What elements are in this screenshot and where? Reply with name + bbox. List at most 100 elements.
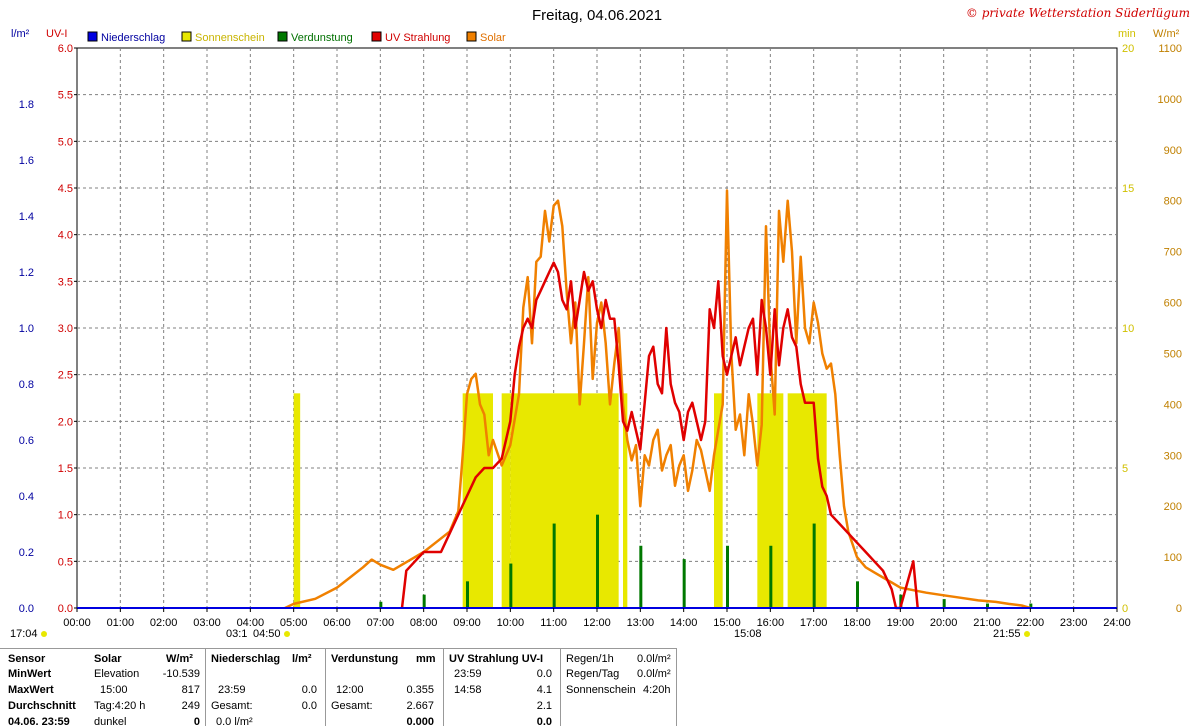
x-tick-label: 09:00 [453, 617, 481, 629]
x-tick-label: 21:00 [973, 617, 1001, 629]
uv-cell: 14:58 [454, 684, 482, 696]
verdunstung-spike [986, 603, 989, 608]
x-tick-label: 05:00 [280, 617, 308, 629]
solar-header: Solar [94, 653, 122, 665]
sunshine-block [714, 393, 723, 608]
verdunstung-spike [639, 545, 643, 608]
left-outer-tick-label: 0.6 [19, 435, 34, 447]
sunshine-block [510, 393, 619, 608]
bottom-mark: 17:04 [10, 628, 38, 640]
copyright-text: © private Wetterstation Süderlügum [966, 6, 1190, 20]
solar-cell: Elevation [94, 668, 140, 680]
legend-label: UV Strahlung [385, 32, 450, 44]
x-tick-label: 02:00 [150, 617, 178, 629]
right-outer-tick-label: 1000 [1158, 94, 1182, 106]
right-inner-tick-label: 10 [1122, 323, 1134, 335]
left-inner-tick-label: 5.0 [58, 136, 73, 148]
verdunstung-spike [769, 545, 773, 608]
right-inner-tick-label: 20 [1122, 43, 1134, 55]
left-inner-tick-label: 1.5 [58, 463, 73, 475]
right-outer-tick-label: 600 [1164, 298, 1182, 310]
bottom-mark: 15:08 [734, 628, 762, 640]
right-outer-tick-label: 1100 [1158, 43, 1182, 55]
verdunstung-value: 0.000 [406, 716, 434, 728]
legend-swatch [87, 31, 98, 42]
x-tick-label: 20:00 [930, 617, 958, 629]
x-tick-label: 11:00 [540, 617, 567, 629]
table-divider [676, 648, 677, 726]
legend-label: Verdunstung [291, 32, 353, 44]
legend-label: Solar [480, 32, 506, 44]
verdunstung-spike [552, 523, 556, 608]
regen-label: Regen/1h [566, 653, 614, 665]
verdunstung-spike [596, 514, 599, 608]
x-tick-label: 00:00 [63, 617, 91, 629]
regen-label: Regen/Tag [566, 668, 620, 680]
verdunstung-spike [812, 523, 816, 608]
regen-value: 0.0l/m² [637, 653, 671, 665]
table-top-border [0, 648, 676, 649]
verdunstung-spike [682, 559, 686, 608]
sensor-header: Sensor [8, 653, 46, 665]
verdunstung-cell: Gesamt: [331, 700, 373, 712]
x-tick-label: 15:00 [713, 617, 741, 629]
uv-value: 0.0 [536, 716, 552, 728]
solar-value: 817 [181, 684, 200, 696]
left-outer-tick-label: 0.0 [19, 603, 34, 615]
x-tick-label: 06:00 [323, 617, 351, 629]
solar-cell: 15:00 [100, 684, 128, 696]
sunshine-block [462, 393, 493, 608]
sunshine-bars [293, 393, 827, 608]
right-inner-tick-label: 15 [1122, 183, 1134, 195]
niederschlag-cell: Gesamt: [211, 700, 253, 712]
uv-value: 2.1 [536, 700, 552, 712]
x-tick-label: 08:00 [410, 617, 438, 629]
row-label-avg: Durchschnitt [8, 700, 76, 712]
axes [74, 47, 1118, 612]
niederschlag-cell: 23:59 [218, 684, 246, 696]
verdunstung-spike [422, 594, 426, 608]
left-inner-tick-label: 4.5 [58, 183, 73, 195]
x-tick-label: 04:00 [237, 617, 265, 629]
verdunstung-spike [466, 581, 469, 608]
right-inner-axis-label: min [1118, 28, 1136, 40]
x-tick-label: 03:00 [193, 617, 221, 629]
verdunstung-spike [899, 594, 903, 608]
right-outer-tick-label: 100 [1164, 552, 1182, 564]
x-tick-label: 01:00 [107, 617, 135, 629]
table-divider [560, 648, 561, 726]
verdunstung-unit: mm [416, 653, 436, 665]
table-divider [205, 648, 206, 726]
left-outer-tick-label: 0.8 [19, 379, 34, 391]
uv-line [400, 261, 919, 610]
left-inner-tick-label: 5.5 [58, 90, 73, 102]
niederschlag-value: 0.0 [301, 700, 317, 712]
sun-marker [41, 631, 47, 637]
bottom-mark: 03:1 [226, 628, 247, 640]
table-divider [325, 648, 326, 726]
chart-title: Freitag, 04.06.2021 [532, 7, 662, 24]
verdunstung-spike [1029, 603, 1033, 608]
stats-table: Sensor MinWert MaxWert Durchschnitt 04.0… [0, 650, 680, 728]
x-tick-label: 17:00 [800, 617, 828, 629]
labels: 00:00 01:00 02:00 03:00 04:00 05:00 06:00 07:00… [10, 6, 1190, 640]
right-outer-tick-label: 800 [1164, 196, 1182, 208]
verdunstung-value: 2.667 [406, 700, 434, 712]
right-outer-tick-label: 0 [1176, 603, 1182, 615]
x-tick-label: 22:00 [1017, 617, 1045, 629]
solar-value: 249 [181, 700, 200, 712]
niederschlag-value: 0.0 [301, 684, 317, 696]
right-outer-axis-label: W/m² [1153, 28, 1180, 40]
right-outer-tick-label: 300 [1164, 450, 1182, 462]
verdunstung-spike [726, 545, 729, 608]
row-label-min: MinWert [8, 668, 52, 680]
left-outer-tick-label: 1.8 [19, 99, 34, 111]
verdunstung-spike [509, 563, 513, 608]
x-tick-label: 10:00 [497, 617, 525, 629]
right-inner-tick-label: 5 [1122, 463, 1128, 475]
left-outer-tick-label: 1.0 [19, 323, 34, 335]
x-tick-label: 07:00 [367, 617, 395, 629]
niederschlag-cell: 0.0 l/m² [216, 716, 253, 728]
uv-value: 0.0 [536, 668, 552, 680]
weather-chart: 00:00 01:00 02:00 03:00 04:00 05:00 06:00 07:00… [10, 6, 1190, 640]
